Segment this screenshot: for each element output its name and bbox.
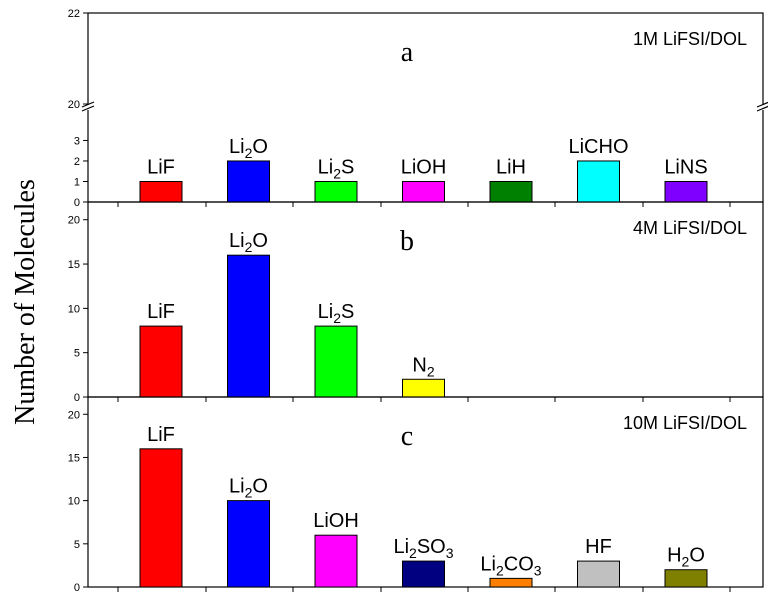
y-tick-label-b-3: 15 (68, 259, 80, 271)
y-tick-label-c-1: 5 (74, 539, 80, 551)
bar-label-c-4: Li2CO3 (480, 553, 541, 578)
bar-label-c-0: LiF (147, 424, 175, 446)
bar-label-a-6: LiNS (664, 156, 707, 178)
bar-b-0 (139, 325, 183, 398)
y-tick-label-c-4: 20 (68, 409, 80, 421)
bar-label-a-0: LiF (147, 156, 175, 178)
axis-break-mark-0-b (81, 105, 95, 112)
y-tick-label-b-2: 10 (68, 303, 80, 315)
panel-c-letter: c (401, 421, 413, 452)
bar-label-b-0: LiF (147, 301, 175, 323)
panel-b-letter: b (400, 226, 414, 257)
bar-label-a-2: Li2S (318, 156, 355, 181)
axis-break-gap-1 (757, 104, 768, 110)
bar-label-a-1: Li2O (229, 136, 268, 161)
bar-b-2 (314, 325, 358, 398)
axis-break-mark-1-b (756, 105, 768, 112)
bar-c-2 (314, 534, 358, 588)
bar-label-c-2: LiOH (313, 510, 359, 532)
bar-label-c-1: Li2O (229, 476, 268, 501)
y-tick-label-a-5: 22 (68, 8, 80, 20)
panel-c-title: 10M LiFSI/DOL (623, 413, 747, 433)
panel-b-title: 4M LiFSI/DOL (633, 218, 747, 238)
bar-a-1 (227, 160, 270, 203)
y-axis-label: Number of Molecules (10, 179, 41, 425)
bar-label-a-3: LiOH (401, 156, 447, 178)
y-tick-label-a-2: 2 (74, 156, 80, 168)
y-tick-label-a-0: 0 (74, 197, 80, 209)
panel-a: 0 1 2 3 20 22 1M LiFSI/DOL a (68, 8, 768, 209)
bar-a-0 (139, 180, 183, 203)
y-tick-label-a-4: 20 (68, 99, 80, 111)
panel-b: 0 5 10 15 20 4M LiFSI/DOL b (68, 201, 764, 404)
bar-c-5 (577, 560, 620, 588)
panel-a-title: 1M LiFSI/DOL (633, 29, 747, 49)
bar-c-4 (489, 577, 533, 588)
y-tick-label-b-1: 5 (74, 348, 80, 360)
bar-c-3 (402, 560, 445, 588)
bar-label-b-2: Li2S (318, 301, 355, 326)
bar-label-c-6: H2O (667, 545, 705, 570)
bar-a-5 (577, 160, 620, 203)
panel-a-letter: a (401, 37, 414, 68)
bar-a-6 (664, 180, 708, 203)
bar-label-c-3: Li2SO3 (393, 536, 453, 561)
bar-b-1 (227, 254, 270, 398)
y-tick-label-c-0: 0 (74, 582, 80, 594)
y-tick-label-a-3: 3 (74, 135, 80, 147)
y-tick-label-c-2: 10 (68, 496, 80, 508)
axis-break-mark-1-a (756, 101, 768, 108)
bar-a-3 (402, 180, 445, 203)
bar-a-4 (489, 180, 533, 203)
bar-a-2 (314, 180, 358, 203)
bar-label-a-5: LiCHO (568, 136, 628, 158)
bar-label-b-1: Li2O (229, 230, 268, 255)
panel-c: 0 5 10 15 20 10M LiFSI/DOL c (68, 396, 764, 594)
bar-label-b-3: N2 (412, 354, 434, 379)
bar-c-1 (227, 500, 270, 588)
bar-c-6 (664, 569, 708, 588)
bar-c-0 (139, 448, 183, 588)
axis-break-gap-0 (82, 104, 94, 110)
y-tick-label-c-3: 15 (68, 452, 80, 464)
y-tick-label-b-4: 20 (68, 215, 80, 227)
bar-label-c-5: HF (585, 536, 612, 558)
bar-b-3 (402, 378, 445, 398)
y-tick-label-a-1: 1 (74, 176, 80, 188)
y-tick-label-b-0: 0 (74, 392, 80, 404)
bar-label-a-4: LiH (496, 156, 526, 178)
